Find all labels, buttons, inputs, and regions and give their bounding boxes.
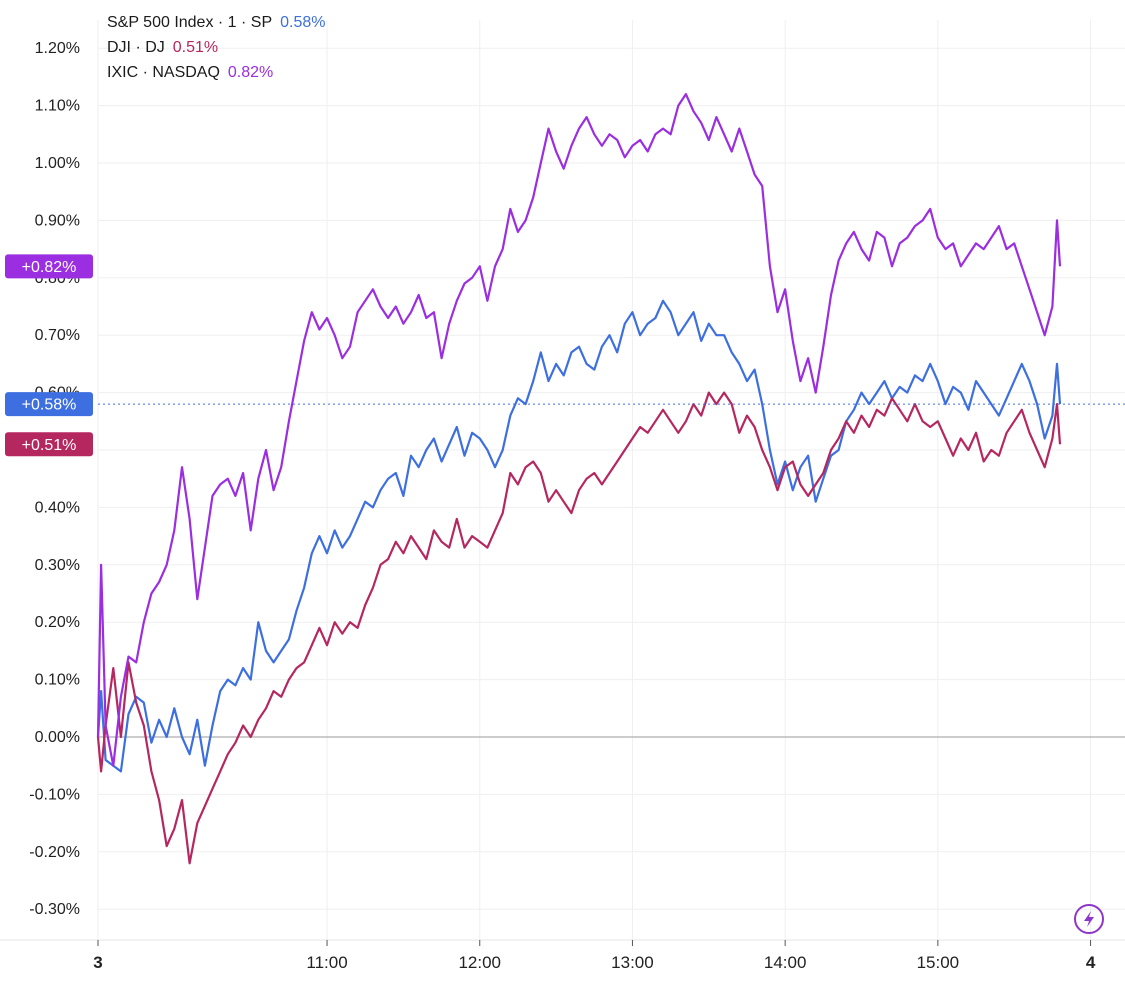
y-tick-label: 0.20% [35, 614, 80, 631]
legend-item-sp500[interactable]: S&P 500 Index · 1 · SP 0.58% [107, 10, 326, 35]
legend-item-nasdaq[interactable]: IXIC · NASDAQ 0.82% [107, 60, 326, 85]
legend: S&P 500 Index · 1 · SP 0.58% DJI · DJ 0.51… [107, 10, 326, 85]
series-line-0 [96, 299, 1062, 773]
x-tick-label: 3 [93, 953, 102, 972]
badge-background [5, 392, 93, 417]
y-tick-label: 1.20% [35, 40, 80, 57]
last-value-badge: +0.51% [5, 432, 93, 457]
y-tick-label: 1.10% [35, 98, 80, 115]
legend-series-value: 0.82% [227, 64, 274, 81]
legend-series-value: 0.51% [172, 39, 219, 56]
y-tick-label: 0.00% [35, 729, 80, 746]
series-line-2 [96, 93, 1062, 767]
series-lines [96, 93, 1125, 865]
legend-series-name: S&P 500 Index · 1 · SP [107, 14, 273, 31]
badge-background [5, 432, 93, 457]
x-tick-label: 11:00 [306, 953, 347, 972]
legend-series-name: IXIC · NASDAQ [107, 64, 220, 81]
badge-label: +0.58% [22, 397, 77, 414]
x-tick-label: 13:00 [611, 953, 654, 972]
x-axis-ticks: 3 11:00 12:00 13:00 14:00 15:00 4 [0, 939, 1125, 972]
y-tick-label: 0.40% [35, 499, 80, 516]
y-tick-label: -0.10% [29, 786, 80, 803]
last-value-badge: +0.58% [5, 392, 93, 417]
x-tick-label: 14:00 [764, 953, 807, 972]
y-tick-label: -0.30% [29, 901, 80, 918]
last-value-badge: +0.82% [5, 254, 93, 279]
badge-label: +0.82% [22, 259, 77, 276]
y-tick-label: 0.70% [35, 327, 80, 344]
badge-label: +0.51% [22, 437, 77, 454]
y-tick-label: -0.20% [29, 844, 80, 861]
lightning-bolt-icon[interactable] [1074, 904, 1104, 934]
badge-background [5, 254, 93, 279]
y-tick-label: 0.10% [35, 672, 80, 689]
legend-series-name: DJI · DJ [107, 39, 165, 56]
x-tick-label: 15:00 [917, 953, 960, 972]
y-tick-label: 0.90% [35, 212, 80, 229]
y-tick-label: 0.30% [35, 557, 80, 574]
y-tick-label: 1.00% [35, 155, 80, 172]
x-tick-label: 12:00 [458, 953, 501, 972]
legend-series-value: 0.58% [280, 14, 326, 31]
legend-item-dji[interactable]: DJI · DJ 0.51% [107, 35, 326, 60]
series-line-1 [96, 391, 1062, 865]
y-axis-ticks: 1.20%1.10%1.00%0.90%0.80%0.70%0.60%0.50%… [29, 40, 80, 918]
x-tick-label: 4 [1086, 953, 1096, 972]
grid-lines [97, 20, 1125, 940]
last-value-badges: +0.58% +0.51% +0.82% [5, 254, 93, 457]
